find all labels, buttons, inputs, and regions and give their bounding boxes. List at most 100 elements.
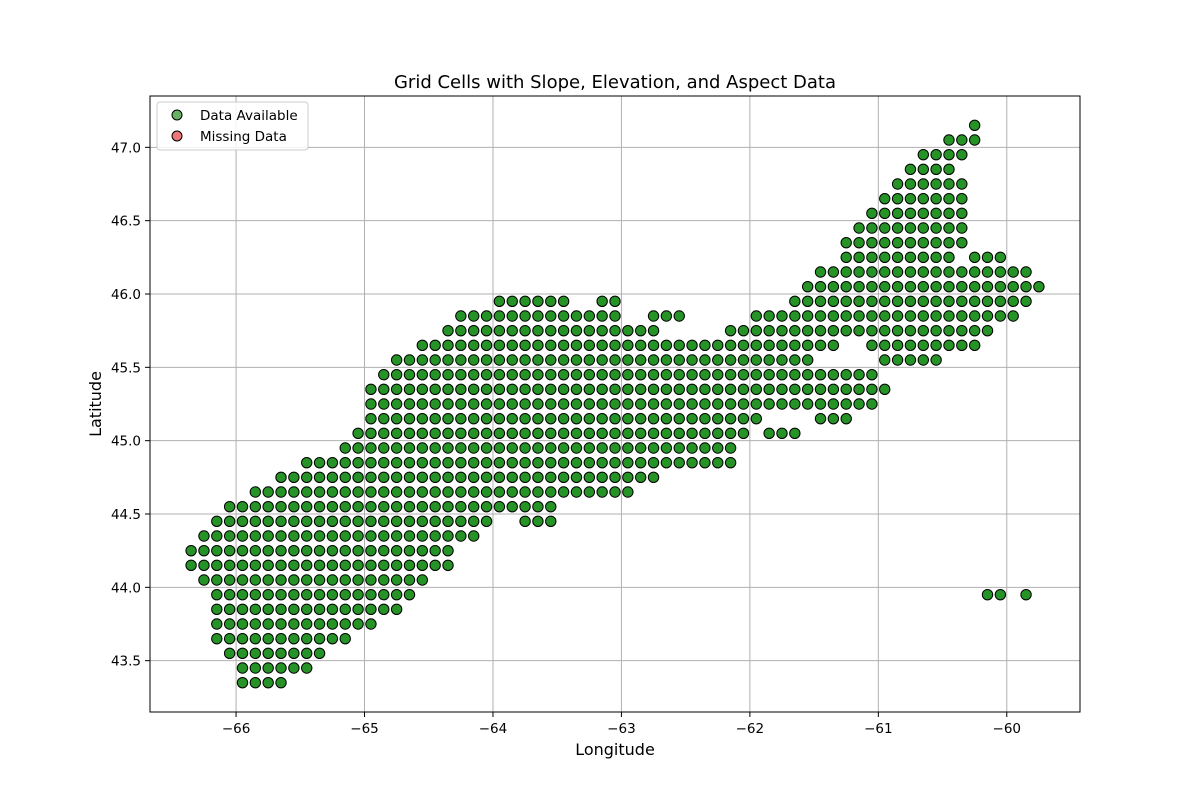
data-point [699, 442, 711, 454]
data-point [532, 295, 544, 308]
data-point [545, 368, 557, 381]
data-point [776, 339, 788, 352]
data-point [596, 339, 608, 352]
data-point [763, 324, 775, 337]
data-point [956, 324, 968, 337]
data-point [634, 427, 647, 440]
data-point [416, 383, 429, 396]
data-point [275, 574, 287, 586]
data-point [455, 515, 467, 528]
data-point [930, 207, 942, 220]
data-point [583, 354, 596, 366]
data-point [455, 412, 467, 425]
data-point [236, 662, 249, 674]
data-point [840, 398, 852, 410]
data-point [442, 471, 454, 484]
data-point [583, 471, 596, 484]
data-point [352, 588, 364, 601]
data-point [814, 324, 827, 337]
data-point [789, 324, 801, 337]
data-point [313, 471, 326, 484]
data-point [249, 618, 262, 630]
data-point [647, 442, 660, 454]
data-point [1020, 588, 1032, 601]
data-point [339, 471, 351, 484]
data-point [532, 412, 544, 425]
data-point [634, 398, 647, 410]
data-point [557, 471, 570, 484]
data-point [545, 515, 557, 528]
data-point [429, 456, 441, 469]
data-point [622, 398, 634, 410]
data-point [1007, 280, 1019, 293]
data-point [275, 662, 287, 674]
data-point [634, 383, 647, 396]
data-point [262, 515, 274, 528]
data-point [390, 354, 403, 366]
data-point [249, 647, 262, 660]
data-point [275, 544, 287, 557]
data-point [275, 603, 287, 616]
data-point [622, 354, 634, 366]
data-point [275, 530, 287, 542]
data-point [185, 544, 197, 557]
data-point [583, 324, 596, 337]
data-point [840, 383, 852, 396]
data-point [814, 295, 827, 308]
data-point [853, 295, 865, 308]
data-point [609, 383, 621, 396]
data-point [583, 442, 596, 454]
data-point [301, 530, 313, 542]
data-point [378, 412, 390, 425]
data-point [776, 368, 788, 381]
data-point [365, 530, 377, 542]
data-point [930, 324, 942, 337]
data-point [390, 486, 403, 498]
data-point [827, 310, 840, 322]
y-tick-label: 44.5 [111, 507, 141, 523]
data-point [480, 398, 493, 410]
data-point [545, 310, 557, 322]
data-point [686, 339, 698, 352]
data-point [198, 574, 210, 586]
data-point [223, 574, 236, 586]
data-point [724, 442, 737, 454]
data-point [750, 339, 762, 352]
data-point [943, 236, 955, 249]
data-point [416, 486, 429, 498]
data-point [275, 647, 287, 660]
data-point [519, 383, 531, 396]
data-point [403, 544, 416, 557]
data-point [442, 456, 454, 469]
data-point [390, 515, 403, 528]
data-point [519, 412, 531, 425]
legend-marker-data-available [171, 109, 183, 121]
data-point [763, 339, 775, 352]
data-point [249, 530, 262, 542]
data-point [429, 398, 441, 410]
data-point [532, 354, 544, 366]
data-point [686, 427, 698, 440]
data-point [981, 310, 994, 322]
data-point [891, 339, 904, 352]
data-point [891, 251, 904, 264]
data-point [660, 412, 673, 425]
data-point [468, 398, 480, 410]
data-point [583, 486, 596, 498]
data-point [763, 368, 775, 381]
data-point [506, 295, 518, 308]
data-point [583, 310, 596, 322]
data-point [275, 676, 287, 689]
data-point [917, 295, 929, 308]
data-point [313, 500, 326, 513]
data-point [968, 134, 981, 146]
data-point [994, 588, 1007, 601]
data-point [532, 324, 544, 337]
data-point [249, 588, 262, 601]
data-point [365, 456, 377, 469]
data-point [326, 530, 339, 542]
data-point [390, 530, 403, 542]
data-point [622, 456, 634, 469]
data-point [904, 324, 917, 337]
data-point [403, 442, 416, 454]
